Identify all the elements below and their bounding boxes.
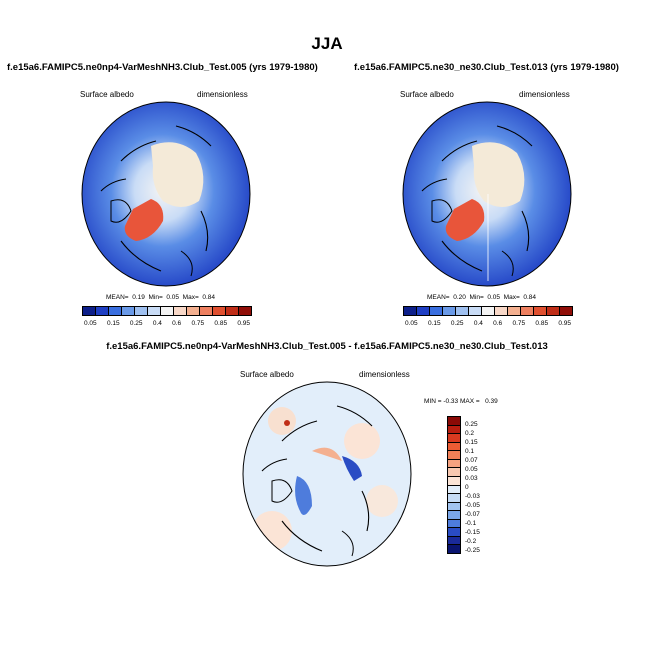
colorbar-swatch [148, 307, 161, 315]
panel-right-stats: MEAN= 0.20 Min= 0.05 Max= 0.84 [427, 294, 537, 301]
panel-right-variable: Surface albedo [400, 90, 454, 99]
panel-left-units: dimensionless [197, 90, 248, 99]
colorbar-diff-labels: 0.25 0.2 0.15 0.1 0.07 0.05 0.03 0 -0.03… [465, 421, 480, 554]
colorbar-right [403, 306, 573, 316]
season-title: JJA [311, 34, 343, 53]
colorbar-swatch [448, 468, 460, 477]
colorbar-swatch [448, 417, 460, 426]
colorbar-swatch [534, 307, 547, 315]
colorbar-swatch [443, 307, 456, 315]
cbar-label: 0.6 [172, 320, 182, 327]
cbar-label: -0.2 [465, 538, 477, 545]
colorbar-swatch [430, 307, 443, 315]
cbar-label: 0.4 [473, 320, 483, 327]
cbar-label: 0.6 [493, 320, 503, 327]
colorbar-swatch [456, 307, 469, 315]
panel-right-title: f.e15a6.FAMIPC5.ne30_ne30.Club_Test.013 … [354, 62, 619, 73]
colorbar-swatch [547, 307, 560, 315]
panel-left-stats: MEAN= 0.19 Min= 0.05 Max= 0.84 [106, 294, 216, 301]
panel-left-title: f.e15a6.FAMIPC5.ne0np4-VarMeshNH3.Club_T… [7, 62, 318, 73]
cbar-label: 0.4 [152, 320, 162, 327]
cbar-label: -0.1 [465, 520, 477, 527]
colorbar-right-labels: 0.05 0.15 0.25 0.4 0.6 0.75 0.85 0.95 [405, 320, 571, 327]
cbar-label: 0.75 [191, 320, 205, 327]
cbar-label: 0.25 [129, 320, 143, 327]
colorbar-swatch [448, 451, 460, 460]
colorbar-swatch [560, 307, 572, 315]
cbar-label: -0.05 [465, 502, 480, 509]
cbar-label: 0.03 [465, 475, 478, 482]
panel-right-map [402, 101, 572, 287]
cbar-label: 0.07 [465, 457, 478, 464]
colorbar-swatch [448, 536, 460, 546]
cbar-label: 0.95 [237, 320, 250, 327]
cbar-label: 0.05 [465, 466, 478, 473]
panel-diff-map [242, 381, 412, 567]
colorbar-swatch [109, 307, 122, 315]
colorbar-swatch [239, 307, 251, 315]
colorbar-swatch [521, 307, 534, 315]
panel-diff-stats: MIN = -0.33 MAX = 0.39 [424, 398, 498, 405]
cbar-label: -0.15 [465, 529, 480, 536]
cbar-label: 0.85 [535, 320, 549, 327]
colorbar-swatch [448, 425, 460, 435]
colorbar-swatch [187, 307, 200, 315]
colorbar-swatch [174, 307, 187, 315]
cbar-label: 0.15 [465, 439, 478, 446]
colorbar-swatch [83, 307, 96, 315]
colorbar-left-labels: 0.05 0.15 0.25 0.4 0.6 0.75 0.85 0.95 [84, 320, 250, 327]
colorbar-swatch [482, 307, 495, 315]
colorbar-swatch [448, 502, 460, 512]
colorbar-swatch [448, 511, 460, 520]
colorbar-swatch [404, 307, 417, 315]
colorbar-swatch [200, 307, 213, 315]
cbar-label: 0.25 [450, 320, 464, 327]
colorbar-swatch [226, 307, 239, 315]
colorbar-swatch [448, 519, 460, 529]
panel-left-map [81, 101, 251, 287]
colorbar-diff [447, 416, 461, 554]
cbar-label: 0.05 [405, 320, 418, 327]
cbar-label: 0.15 [427, 320, 441, 327]
colorbar-swatch [135, 307, 148, 315]
cbar-label: 0.15 [106, 320, 120, 327]
cbar-label: 0.95 [558, 320, 571, 327]
colorbar-swatch [122, 307, 135, 315]
cbar-label: 0.05 [84, 320, 97, 327]
colorbar-swatch [213, 307, 226, 315]
cbar-label: 0 [465, 484, 469, 491]
panel-diff-units: dimensionless [359, 370, 410, 379]
cbar-label: 0.1 [465, 448, 475, 455]
panel-diff-title: f.e15a6.FAMIPC5.ne0np4-VarMeshNH3.Club_T… [106, 341, 548, 352]
colorbar-swatch [417, 307, 430, 315]
cbar-label: -0.03 [465, 493, 480, 500]
cbar-label: -0.25 [465, 547, 480, 554]
colorbar-swatch [448, 459, 460, 469]
panel-right-units: dimensionless [519, 90, 570, 99]
colorbar-swatch [448, 494, 460, 503]
colorbar-left [82, 306, 252, 316]
colorbar-swatch [495, 307, 508, 315]
cbar-label: 0.85 [214, 320, 228, 327]
panel-diff-variable: Surface albedo [240, 370, 294, 379]
colorbar-swatch [469, 307, 482, 315]
colorbar-swatch [161, 307, 174, 315]
cbar-label: -0.07 [465, 511, 480, 518]
colorbar-swatch [448, 434, 460, 443]
cbar-label: 0.25 [465, 421, 478, 428]
cbar-label: 0.2 [465, 430, 475, 437]
colorbar-swatch [448, 442, 460, 452]
colorbar-swatch [448, 528, 460, 537]
colorbar-swatch [96, 307, 109, 315]
colorbar-swatch [508, 307, 521, 315]
colorbar-swatch [448, 476, 460, 486]
cbar-label: 0.75 [512, 320, 526, 327]
colorbar-swatch [448, 485, 460, 495]
panel-left-variable: Surface albedo [80, 90, 134, 99]
colorbar-swatch [448, 545, 460, 553]
